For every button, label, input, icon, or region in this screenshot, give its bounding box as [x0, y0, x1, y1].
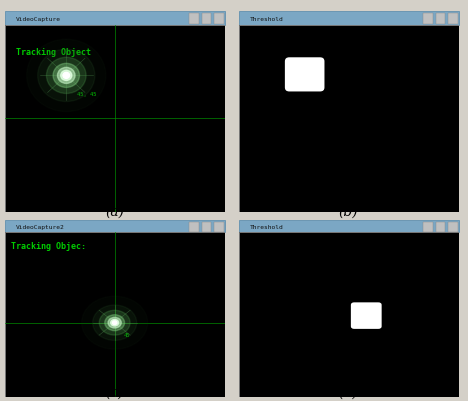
Text: VideoCapture: VideoCapture	[16, 16, 61, 22]
FancyBboxPatch shape	[190, 14, 199, 25]
FancyBboxPatch shape	[424, 14, 433, 25]
Circle shape	[111, 320, 118, 326]
Text: Threshold: Threshold	[250, 224, 284, 229]
Text: Tracking Objec:: Tracking Objec:	[11, 242, 86, 251]
Circle shape	[63, 73, 70, 79]
FancyBboxPatch shape	[436, 222, 446, 232]
Circle shape	[61, 71, 72, 81]
FancyBboxPatch shape	[202, 222, 212, 232]
FancyBboxPatch shape	[436, 14, 446, 25]
FancyBboxPatch shape	[351, 303, 382, 329]
Text: 45: 45	[124, 332, 130, 337]
Circle shape	[27, 40, 106, 112]
Circle shape	[108, 318, 121, 328]
Circle shape	[93, 305, 137, 340]
Text: (a): (a)	[105, 205, 124, 219]
Text: VideoCapture2: VideoCapture2	[16, 224, 65, 229]
Text: (b): (b)	[339, 205, 358, 219]
Text: (d): (d)	[339, 385, 358, 399]
Text: Tracking Object: Tracking Object	[16, 48, 91, 57]
FancyBboxPatch shape	[239, 12, 459, 26]
FancyBboxPatch shape	[447, 222, 458, 232]
Text: Threshold: Threshold	[250, 16, 284, 22]
FancyBboxPatch shape	[202, 14, 212, 25]
Circle shape	[58, 68, 75, 84]
Circle shape	[82, 296, 148, 349]
Circle shape	[53, 64, 80, 88]
FancyBboxPatch shape	[5, 12, 225, 26]
Text: (c): (c)	[105, 385, 124, 399]
Circle shape	[99, 310, 130, 335]
FancyBboxPatch shape	[213, 14, 224, 25]
Circle shape	[112, 321, 117, 325]
FancyBboxPatch shape	[239, 221, 459, 233]
Text: 45, 45: 45, 45	[77, 92, 97, 97]
FancyBboxPatch shape	[190, 222, 199, 232]
Circle shape	[37, 50, 95, 102]
Circle shape	[46, 58, 86, 94]
FancyBboxPatch shape	[424, 222, 433, 232]
FancyBboxPatch shape	[213, 222, 224, 232]
Circle shape	[105, 315, 124, 331]
FancyBboxPatch shape	[447, 14, 458, 25]
FancyBboxPatch shape	[5, 221, 225, 233]
FancyBboxPatch shape	[285, 58, 324, 92]
